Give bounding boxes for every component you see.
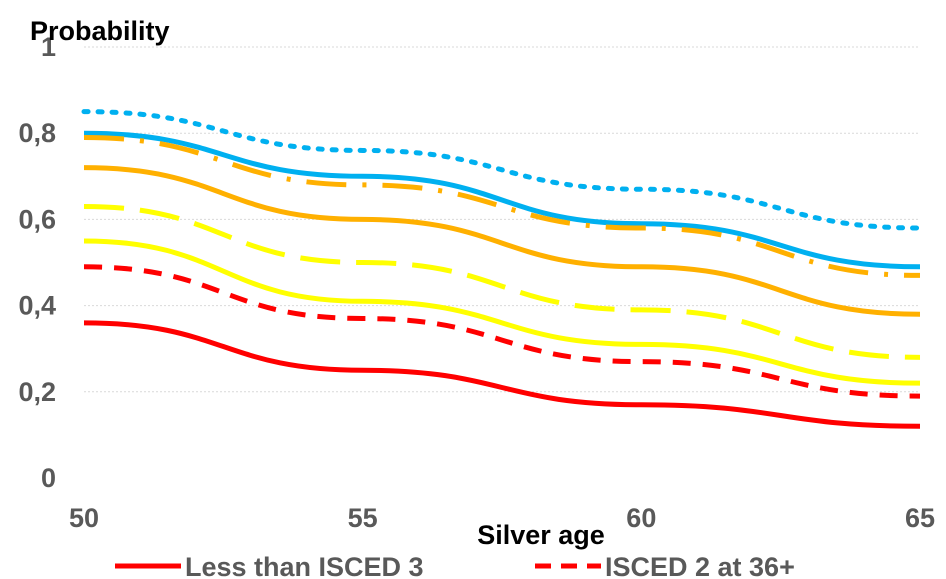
legend: Less than ISCED 3 ISCED 2 at 36+ [115, 552, 795, 579]
y-tick-label: 0,4 [18, 291, 56, 321]
series-line [83, 165, 921, 317]
series-line [83, 130, 921, 270]
y-tick-label: 0,6 [18, 204, 56, 234]
gridlines [84, 46, 920, 393]
x-axis-tick-labels: 50 55 60 65 [69, 503, 935, 533]
x-tick-label: 60 [626, 503, 656, 533]
series-line [83, 320, 921, 429]
x-tick-label: 55 [348, 503, 378, 533]
x-tick-label: 50 [69, 503, 99, 533]
series-line [81, 109, 923, 231]
legend-label: Less than ISCED 3 [185, 552, 424, 579]
series-line [83, 238, 921, 386]
x-axis-title: Silver age [477, 520, 605, 550]
series-line [83, 203, 921, 360]
legend-label: ISCED 2 at 36+ [605, 552, 795, 579]
y-axis-title: Probability [30, 16, 170, 46]
y-tick-label: 1 [41, 32, 56, 62]
series-lines [81, 109, 923, 429]
y-axis-tick-labels: 0 0,2 0,4 0,6 0,8 1 [18, 32, 56, 493]
series-line [83, 135, 921, 278]
y-tick-label: 0,8 [18, 118, 56, 148]
y-tick-label: 0,2 [18, 377, 56, 407]
series-line [83, 264, 921, 399]
y-tick-label: 0 [41, 463, 56, 493]
x-tick-label: 65 [905, 503, 935, 533]
